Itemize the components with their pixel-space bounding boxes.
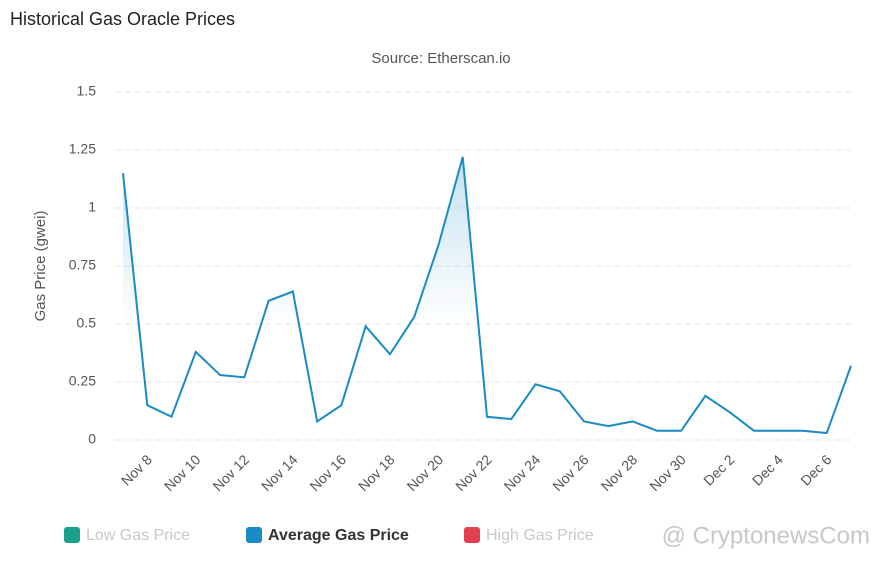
x-tick-label: Nov 26	[549, 451, 592, 494]
legend-swatch	[246, 527, 262, 543]
x-tick-label: Nov 14	[258, 451, 301, 494]
legend-label[interactable]: High Gas Price	[486, 527, 594, 544]
y-tick-label: 0.25	[69, 373, 96, 389]
y-axis-title: Gas Price (gwei)	[32, 211, 49, 322]
x-tick-label: Nov 10	[161, 451, 204, 494]
x-tick-label: Nov 30	[646, 451, 689, 494]
y-tick-label: 0.5	[77, 315, 97, 331]
x-tick-label: Dec 4	[749, 451, 786, 488]
x-tick-label: Nov 18	[355, 451, 398, 494]
y-tick-label: 1.25	[69, 141, 96, 157]
x-tick-label: Dec 2	[700, 451, 737, 488]
y-tick-label: 0.75	[69, 257, 96, 273]
y-tick-label: 0	[88, 431, 96, 447]
y-tick-label: 1	[88, 199, 96, 215]
legend-label[interactable]: Average Gas Price	[268, 527, 409, 544]
x-tick-label: Nov 12	[209, 451, 252, 494]
legend-label[interactable]: Low Gas Price	[86, 527, 190, 544]
x-tick-label: Nov 28	[598, 451, 641, 494]
y-tick-label: 1.5	[77, 83, 97, 99]
x-tick-label: Dec 6	[797, 451, 834, 488]
legend-swatch	[64, 527, 80, 543]
x-tick-label: Nov 16	[306, 451, 349, 494]
x-tick-label: Nov 20	[404, 451, 447, 494]
area	[123, 156, 851, 440]
chart-title: Historical Gas Oracle Prices	[10, 9, 235, 29]
x-tick-label: Nov 22	[452, 451, 495, 494]
legend-swatch	[464, 527, 480, 543]
watermark: @ CryptonewsCom	[662, 522, 870, 549]
chart-subtitle: Source: Etherscan.io	[371, 50, 510, 67]
x-tick-label: Nov 24	[501, 451, 544, 494]
line	[122, 156, 852, 435]
x-tick-label: Nov 8	[118, 451, 155, 488]
